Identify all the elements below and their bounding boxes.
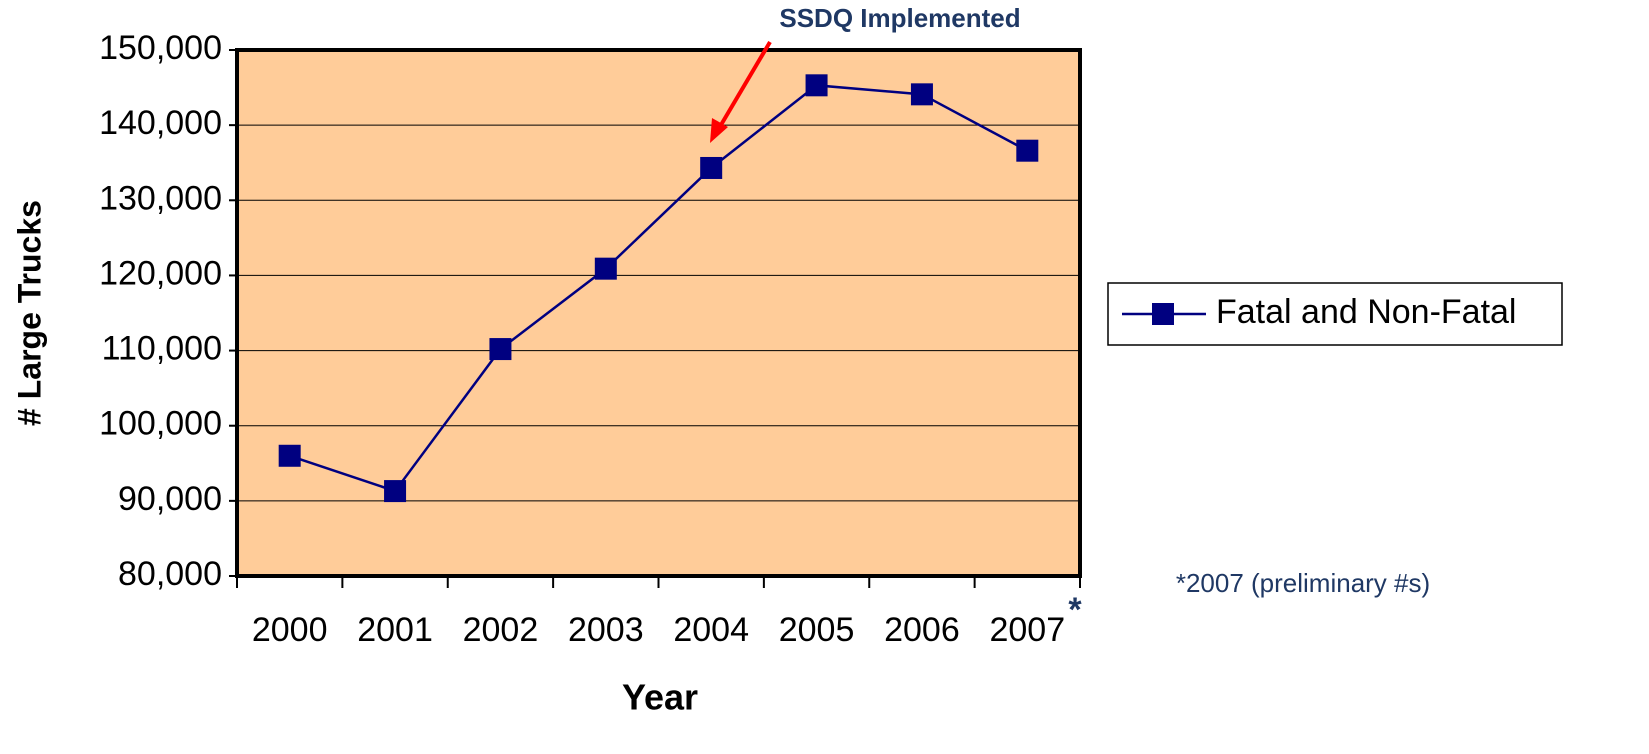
footnote: *2007 (preliminary #s) — [1176, 568, 1430, 598]
point — [384, 480, 407, 503]
point — [910, 83, 933, 106]
x-tick-label: 2005 — [779, 611, 855, 649]
x-tick-label: 2002 — [463, 611, 539, 649]
point — [1016, 139, 1039, 162]
series-line — [289, 84, 1028, 493]
legend-marker — [1152, 303, 1174, 325]
point — [594, 257, 617, 280]
y-tick-label: 110,000 — [102, 330, 222, 368]
y-tick-label: 100,000 — [99, 405, 222, 443]
x-axis-title: Year — [622, 677, 698, 718]
x-tick-label: 2001 — [357, 611, 433, 649]
y-tick-label: 120,000 — [99, 254, 222, 292]
x-tick-label: 2000 — [252, 611, 328, 649]
y-tick-label: 150,000 — [99, 29, 222, 67]
legend-label: Fatal and Non-Fatal — [1216, 293, 1517, 331]
x-tick-label: 2007 — [989, 611, 1065, 649]
x-tick-label: 2006 — [884, 611, 960, 649]
annotation: SSDQ Implemented — [779, 3, 1020, 33]
arrow-head — [710, 118, 728, 143]
arrow — [716, 40, 772, 132]
y-tick-label: 140,000 — [99, 104, 222, 142]
point — [805, 74, 828, 97]
plot-area — [237, 50, 1080, 576]
y-tick-label: 130,000 — [99, 179, 222, 217]
x-tick-label: 2004 — [673, 611, 749, 649]
x-tick-label: 2003 — [568, 611, 644, 649]
point — [489, 338, 512, 361]
point — [278, 444, 301, 467]
y-tick-label: 80,000 — [118, 555, 222, 593]
point — [700, 156, 723, 179]
y-axis-title: # Large Trucks — [11, 200, 47, 426]
y-tick-label: 90,000 — [118, 480, 222, 518]
annotation: * — [1068, 591, 1082, 629]
